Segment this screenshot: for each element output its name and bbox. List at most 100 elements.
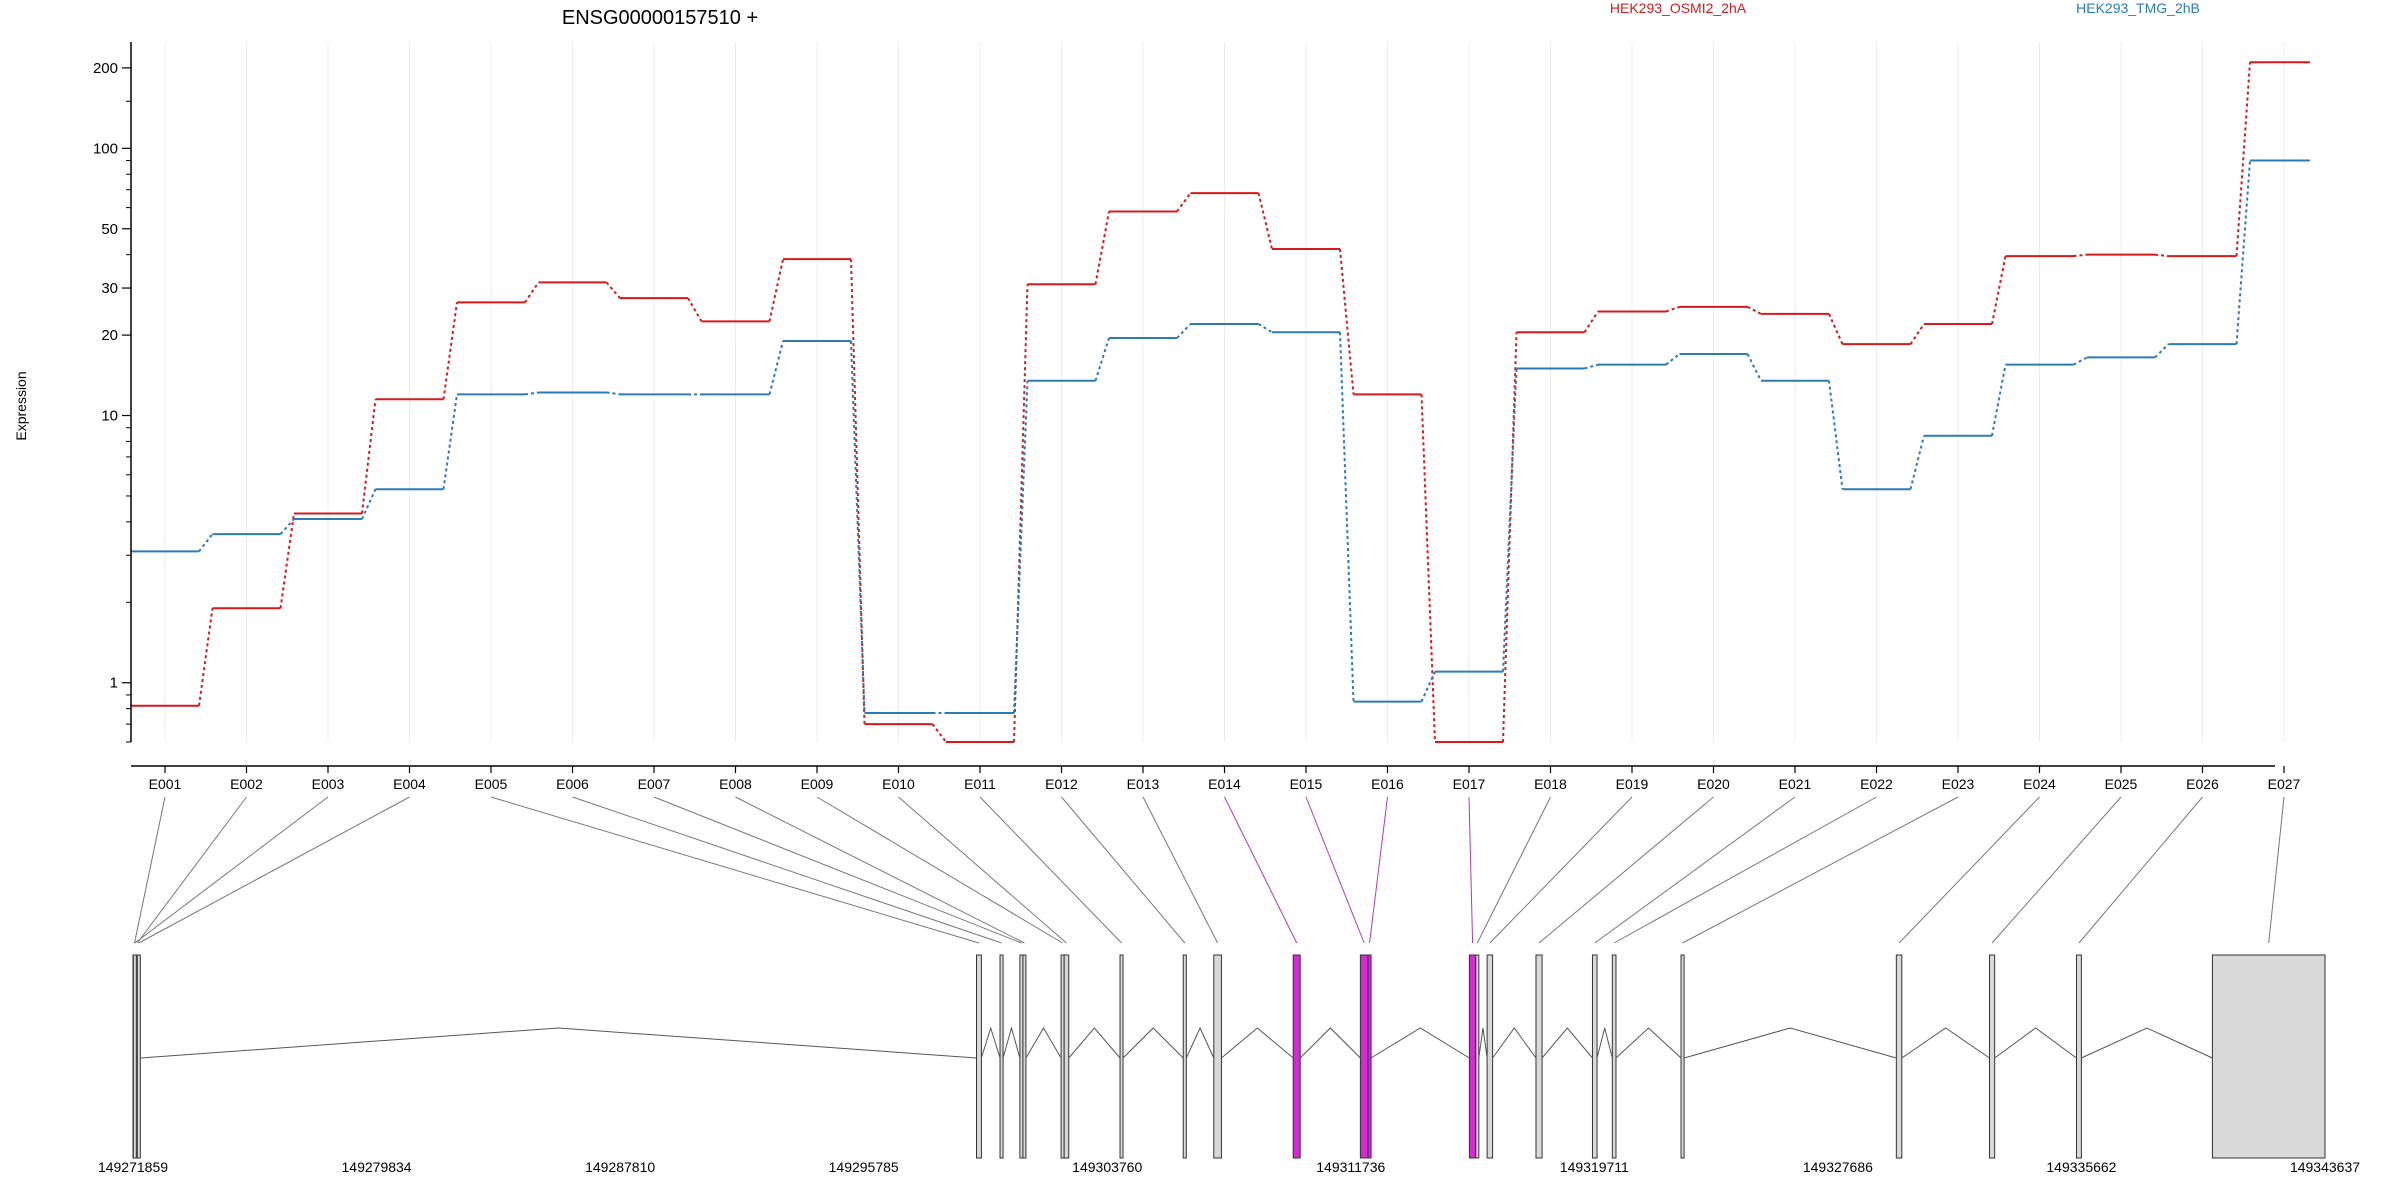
x-tick-label: E025: [2105, 776, 2138, 792]
exon-box: [1022, 954, 1027, 1159]
intron-line: [1492, 1027, 1537, 1059]
exon-connector: [898, 796, 1067, 944]
series-transition: [1502, 368, 1518, 672]
series-0: [131, 61, 2310, 743]
exon-connector: [1898, 796, 2040, 944]
exon-box: [1475, 954, 1480, 1159]
x-tick-label: E002: [230, 776, 263, 792]
intron-line: [1002, 1026, 1021, 1059]
intron-line: [1478, 1027, 1488, 1059]
series-transition: [1420, 394, 1436, 743]
series-transition: [2235, 62, 2251, 257]
x-tick-label: E007: [638, 776, 671, 792]
exon-connector: [1224, 796, 1298, 944]
intron-line: [1299, 1027, 1361, 1059]
coordinate-label: 149343637: [2290, 1159, 2360, 1175]
x-tick-label: E018: [1534, 776, 1567, 792]
exon-connector: [138, 796, 410, 944]
intron-line: [2081, 1027, 2213, 1059]
y-tick-label: 50: [101, 221, 118, 238]
exon-box: [999, 954, 1004, 1159]
intron-line: [1370, 1027, 1470, 1059]
coordinate-label: 149311736: [1316, 1159, 1385, 1175]
intron-line: [980, 1026, 1001, 1059]
exon-box: [1468, 954, 1477, 1159]
series-transition: [524, 391, 539, 396]
exon-box: [132, 954, 137, 1159]
expression-series: [131, 61, 2310, 743]
x-tick-label: E010: [882, 776, 915, 792]
series-transition: [1257, 192, 1273, 250]
intron-line: [1596, 1027, 1613, 1059]
coordinate-label: 149279834: [342, 1159, 412, 1175]
x-tick-label: E013: [1127, 776, 1160, 792]
exon-connector: [490, 796, 980, 944]
series-transition: [931, 723, 947, 743]
x-tick-label: E009: [801, 776, 834, 792]
x-tick-label: E005: [475, 776, 508, 792]
exon-connector: [134, 796, 329, 944]
x-tick-label: E001: [149, 776, 182, 792]
series-transition: [198, 608, 214, 706]
exon-box: [976, 954, 982, 1159]
intron-line: [1122, 1027, 1184, 1059]
x-tick-label: E012: [1045, 776, 1078, 792]
series-transition: [279, 513, 295, 609]
intron-line: [1994, 1027, 2077, 1059]
series-transition: [1828, 313, 1844, 345]
series-transition: [1094, 337, 1110, 382]
y-tick-label: 30: [101, 280, 118, 297]
exon-box: [1213, 954, 1222, 1159]
series-transition: [1665, 353, 1681, 366]
exon-box: [1486, 954, 1494, 1159]
series-transition: [524, 281, 540, 303]
x-tick-label: E022: [1860, 776, 1893, 792]
exon-box: [136, 954, 141, 1159]
gene-model: 149271859 149279834 149287810 149295785 1493…: [98, 954, 2360, 1175]
series-transition: [442, 302, 458, 400]
exon-box: [1611, 954, 1617, 1159]
exon-box: [2076, 954, 2082, 1159]
series-transition: [1013, 284, 1029, 743]
x-tick-label: E003: [312, 776, 345, 792]
series-transition: [2154, 253, 2169, 258]
y-tick-label: 100: [93, 140, 118, 157]
intron-line: [1901, 1027, 1990, 1059]
exon-connector: [1369, 796, 1388, 944]
exon-connector: [1991, 796, 2122, 944]
x-tick-label: E026: [2186, 776, 2219, 792]
coordinate-label: 149303760: [1072, 1159, 1142, 1175]
exon-connector: [1061, 796, 1186, 944]
x-tick-label: E017: [1453, 776, 1486, 792]
series-transition: [2073, 356, 2088, 366]
vertical-gridlines: [164, 42, 2285, 742]
exon-box: [1182, 954, 1187, 1159]
x-tick-label: E023: [1942, 776, 1975, 792]
series-transition: [1176, 323, 1192, 339]
exon-connector: [2268, 796, 2285, 944]
series-transition: [1746, 353, 1762, 382]
chart-title: ENSG00000157510 +: [562, 7, 758, 29]
series-transition: [768, 258, 784, 322]
y-tick-label: 200: [93, 60, 118, 77]
series-transition: [606, 391, 621, 396]
x-tick-label: E008: [719, 776, 752, 792]
coordinate-label: 149295785: [829, 1159, 899, 1175]
exon-connector: [653, 796, 1022, 944]
exon-connector: [1476, 796, 1551, 944]
exon-connector: [136, 796, 247, 944]
series-transition: [850, 341, 866, 714]
intron-line: [140, 1027, 977, 1059]
chart-axes: 1 10 20 30 50 100 200 E001 E002 E003 E004 E005 E006 E…: [93, 42, 2301, 792]
x-tick-label: E020: [1697, 776, 1730, 792]
x-tick-label: E014: [1208, 776, 1241, 792]
series-transition: [768, 340, 784, 395]
exon-connector: [572, 796, 1002, 944]
exon-connector: [816, 796, 1063, 944]
coordinate-label: 149327686: [1803, 1159, 1873, 1175]
exon-box: [1591, 954, 1598, 1159]
exon-connector: [134, 796, 166, 944]
exon-connector: [1538, 796, 1714, 944]
series-transition: [279, 518, 295, 535]
x-tick-label: E004: [393, 776, 426, 792]
